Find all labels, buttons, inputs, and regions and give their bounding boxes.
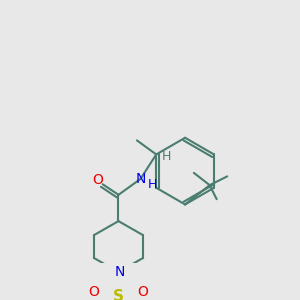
Text: O: O xyxy=(138,285,148,299)
Text: O: O xyxy=(88,285,99,299)
Text: N: N xyxy=(114,265,124,279)
Text: S: S xyxy=(113,289,124,300)
Text: H: H xyxy=(162,150,171,163)
Text: O: O xyxy=(92,173,103,187)
Text: H: H xyxy=(148,178,158,191)
Text: N: N xyxy=(135,172,146,186)
